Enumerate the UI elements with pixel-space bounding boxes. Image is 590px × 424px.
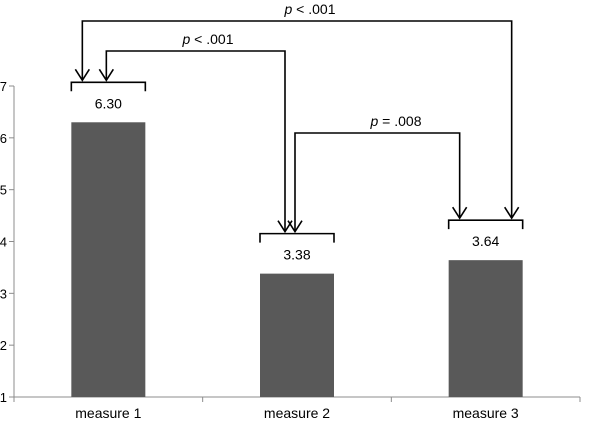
y-tick-label: 2 <box>0 338 7 353</box>
p-value: < .001 <box>292 1 335 17</box>
x-category-label: measure 1 <box>75 405 141 421</box>
y-axis: 1 2 3 4 5 6 7 <box>0 79 15 405</box>
bar-bracket <box>259 232 335 243</box>
p-value: = .008 <box>378 113 421 129</box>
arrow-head <box>287 220 303 234</box>
comparison-line <box>105 50 286 232</box>
arrow-head <box>503 206 520 220</box>
arrow-head <box>98 68 115 82</box>
p-value-label: p = .008 <box>370 113 422 129</box>
arrow-head <box>451 206 468 220</box>
y-tick-label: 4 <box>0 235 7 250</box>
bar <box>448 260 523 397</box>
x-category-label: measure 3 <box>453 405 519 421</box>
p-symbol: p <box>370 113 379 129</box>
p-symbol: p <box>182 31 191 47</box>
y-tick-label: 6 <box>0 131 7 146</box>
comparison-3: p = .008 <box>287 113 468 234</box>
value-label: 3.64 <box>472 233 499 249</box>
bar-bracket <box>70 81 147 92</box>
comparison-line <box>81 20 513 219</box>
y-tick-label: 1 <box>0 390 7 405</box>
bar <box>260 273 334 397</box>
x-category-label: measure 2 <box>264 405 330 421</box>
bar-bracket <box>447 219 524 230</box>
y-tick-label: 3 <box>0 286 7 301</box>
value-label: 6.30 <box>95 95 122 111</box>
p-symbol: p <box>284 1 293 17</box>
y-tick-label: 5 <box>0 183 7 198</box>
p-value-label: p < .001 <box>284 1 336 17</box>
x-axis: measure 1 measure 2 measure 3 <box>13 396 581 421</box>
data-labels: 6.30 3.38 3.64 <box>70 81 524 263</box>
bar <box>71 122 146 398</box>
p-value-label: p < .001 <box>182 31 234 47</box>
comparison-line <box>294 132 461 232</box>
p-value: < .001 <box>190 31 233 47</box>
arrow-head <box>74 68 91 82</box>
comparison-1: p < .001 <box>74 1 520 220</box>
y-tick-label: 7 <box>0 79 7 94</box>
value-label: 3.38 <box>283 247 310 263</box>
bars <box>71 122 523 398</box>
